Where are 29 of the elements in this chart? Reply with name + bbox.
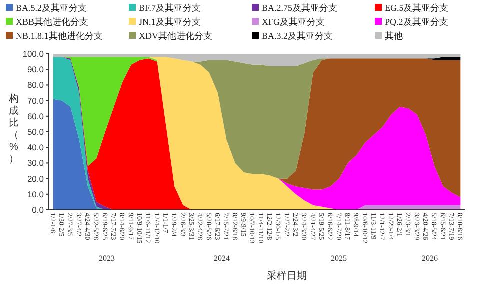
text: 2025: [331, 254, 347, 263]
y-tick-label: 40.0: [27, 142, 44, 153]
legend-label: NB.1.8.1其他进化分支: [16, 31, 103, 41]
text: 2026: [422, 254, 438, 263]
legend-label: BA.5.2及其亚分支: [16, 3, 88, 13]
legend-label: XDV其他进化分支: [139, 31, 212, 41]
y-tick-label: 80.0: [27, 80, 44, 90]
y-tick-label: 100.0: [22, 49, 44, 59]
y-tick-label: 10.0: [27, 189, 44, 200]
y-tick-label: 30.0: [27, 158, 44, 168]
x-axis-title: 采样日期: [267, 270, 307, 282]
y-tick-label: 60.0: [27, 111, 44, 122]
legend-label: 其他: [385, 31, 403, 41]
legend-label: PQ.2及其亚分支: [385, 17, 448, 27]
y-tick-label: 20.0: [27, 174, 44, 184]
legend-label: EG.5及其亚分支: [385, 3, 449, 13]
y-tick-label: 0.0: [32, 205, 44, 215]
y-axis-title: 构成比（%）: [8, 93, 19, 165]
legend-label: JN.1及其亚分支: [139, 17, 201, 27]
y-tick-label: 90.0: [27, 64, 44, 75]
text: 2023: [99, 254, 115, 263]
legend-label: BA.2.75及其亚分支: [262, 3, 338, 13]
legend-label: BA.3.2及其亚分支: [262, 31, 334, 41]
y-tick-label: 70.0: [27, 96, 44, 106]
text: 2024: [214, 254, 230, 263]
y-tick-label: 50.0: [27, 127, 44, 137]
legend-label: XBB其他进化分支: [16, 17, 89, 27]
legend-label: BF.7及其亚分支: [139, 3, 202, 13]
legend-label: XFG及其亚分支: [262, 17, 326, 27]
